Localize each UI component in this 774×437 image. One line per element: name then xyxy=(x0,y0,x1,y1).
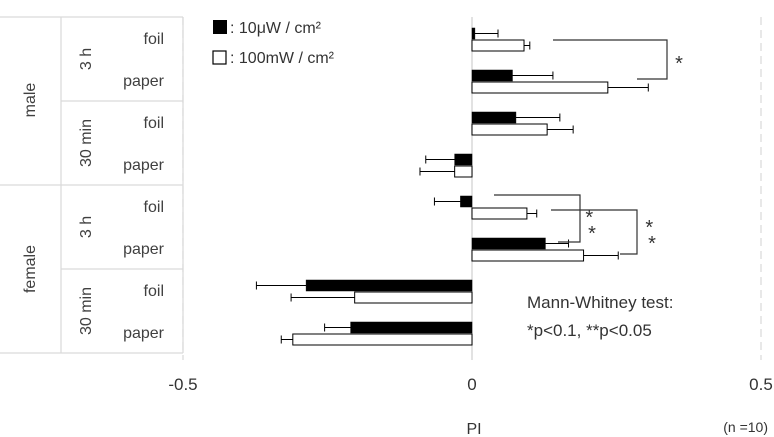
significance-brackets xyxy=(494,40,667,254)
bar xyxy=(293,334,472,345)
x-tick-label: -0.5 xyxy=(168,375,197,394)
annotation-test-name: Mann-Whitney test: xyxy=(527,293,673,312)
bar xyxy=(472,40,524,51)
bar xyxy=(472,238,545,249)
significance-female-3h-outer-second-star: * xyxy=(648,233,656,255)
x-tick-label: 0 xyxy=(467,375,476,394)
bar xyxy=(472,208,527,219)
significance-female-3h-inner-second-star: * xyxy=(588,223,596,245)
bar xyxy=(306,280,472,291)
bar xyxy=(472,124,547,135)
x-axis-title: PI xyxy=(466,421,481,437)
legend-marker-10uw xyxy=(213,20,227,34)
legend-label-10uw: : 10μW / cm² xyxy=(230,20,322,37)
subgroup-label-female-30min: 30 min xyxy=(78,287,95,335)
significance-male-3h: * xyxy=(675,53,683,75)
bar xyxy=(455,154,472,165)
row-label-male-3h-foil: foil xyxy=(144,31,164,48)
bar xyxy=(472,82,608,93)
subgroup-label-female-3h: 3 h xyxy=(78,216,95,238)
bar xyxy=(455,166,472,177)
bar xyxy=(351,322,472,333)
row-label-female-3h-paper: paper xyxy=(123,241,165,258)
bar xyxy=(355,292,472,303)
bar xyxy=(472,112,516,123)
row-label-female-30min-paper: paper xyxy=(123,325,165,342)
group-label-male: male xyxy=(22,83,39,118)
legend-marker-100mw xyxy=(213,51,226,64)
row-label-female-30min-foil: foil xyxy=(144,283,164,300)
bar xyxy=(460,196,472,207)
x-tick-label: 0.5 xyxy=(749,375,773,394)
row-label-male-30min-paper: paper xyxy=(123,157,165,174)
group-label-female: female xyxy=(22,245,39,293)
sample-size-note: (n =10) xyxy=(723,419,768,435)
row-label-male-3h-paper: paper xyxy=(123,73,165,90)
annotation-p-values: *p<0.1, **p<0.05 xyxy=(527,321,652,340)
row-label-male-30min-foil: foil xyxy=(144,115,164,132)
legend-label-100mw: : 100mW / cm² xyxy=(230,50,335,67)
bar xyxy=(472,28,475,39)
subgroup-label-male-3h: 3 h xyxy=(78,48,95,70)
significance-female-3h-outer: * * xyxy=(645,217,658,255)
subgroup-label-male-30min: 30 min xyxy=(78,119,95,167)
bar xyxy=(472,70,512,81)
row-label-female-3h-foil: foil xyxy=(144,199,164,216)
bar xyxy=(472,250,584,261)
bracket-male-3h xyxy=(553,40,667,79)
legend: : 10μW / cm² : 100mW / cm² xyxy=(213,20,335,67)
significance-female-3h-inner: * * xyxy=(585,207,598,245)
